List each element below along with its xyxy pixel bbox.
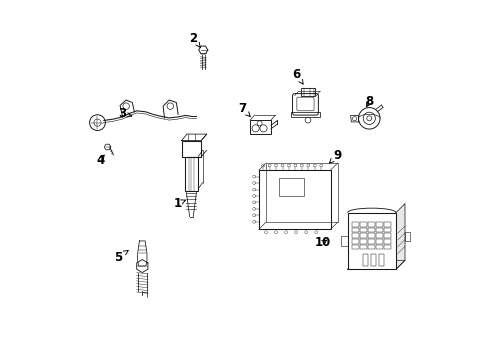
Bar <box>360 239 366 244</box>
Bar <box>367 222 374 226</box>
Bar <box>383 222 390 226</box>
Bar <box>375 228 382 232</box>
Bar <box>290 112 319 117</box>
Bar <box>360 222 366 226</box>
Bar <box>184 157 198 191</box>
Bar <box>378 254 383 266</box>
Polygon shape <box>347 260 404 269</box>
Bar <box>360 228 366 232</box>
Bar <box>375 222 382 226</box>
Bar <box>351 233 358 238</box>
Text: 7: 7 <box>238 103 250 117</box>
Bar <box>300 88 314 96</box>
Bar <box>375 239 382 244</box>
Bar <box>341 235 347 246</box>
Bar <box>375 233 382 238</box>
Bar <box>360 245 366 249</box>
Bar <box>383 228 390 232</box>
Bar <box>383 233 390 238</box>
Text: 2: 2 <box>189 32 200 48</box>
Polygon shape <box>395 204 404 269</box>
Bar <box>351 239 358 244</box>
Bar <box>367 228 374 232</box>
Bar <box>258 170 330 229</box>
Text: 4: 4 <box>96 154 104 167</box>
Bar <box>383 239 390 244</box>
Bar <box>278 178 303 196</box>
Text: 3: 3 <box>118 107 131 120</box>
Bar <box>250 120 270 134</box>
Bar <box>367 233 374 238</box>
Text: 10: 10 <box>314 236 330 249</box>
Bar <box>347 213 395 269</box>
Bar <box>370 254 375 266</box>
Bar <box>181 140 201 157</box>
Bar <box>351 228 358 232</box>
Bar <box>360 233 366 238</box>
Bar <box>383 245 390 249</box>
Text: 9: 9 <box>329 149 341 163</box>
Bar <box>375 245 382 249</box>
Text: 6: 6 <box>292 68 303 84</box>
Bar <box>367 245 374 249</box>
Text: 5: 5 <box>114 251 128 264</box>
Bar <box>362 254 367 266</box>
Bar <box>367 239 374 244</box>
Bar <box>351 245 358 249</box>
Bar <box>351 222 358 226</box>
Text: 8: 8 <box>365 95 373 108</box>
Bar <box>265 163 337 222</box>
Bar <box>404 232 409 241</box>
Text: 1: 1 <box>174 197 185 210</box>
